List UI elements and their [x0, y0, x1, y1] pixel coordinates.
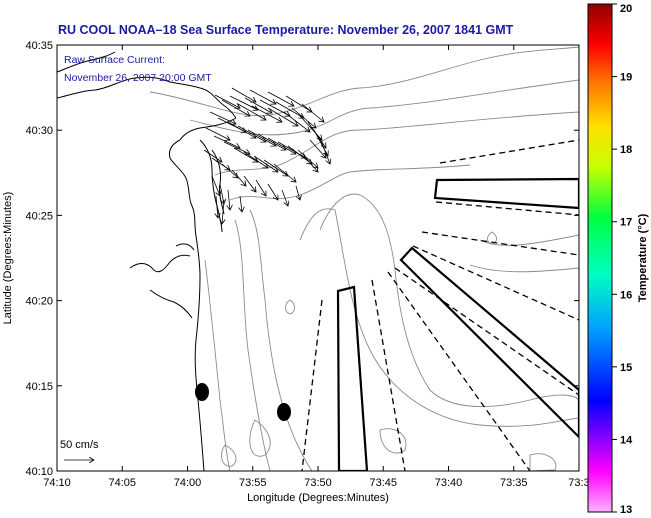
colorbar-tick-label: 15: [620, 362, 632, 374]
current-label-line2: November 26, 2007 20:00 GMT: [64, 72, 212, 84]
colorbar-tick-label: 20: [620, 3, 632, 15]
radar-dashed-lines: [301, 139, 579, 471]
x-tick-label: 73:50: [304, 477, 332, 489]
x-tick-label: 74:00: [174, 477, 202, 489]
y-axis-label: Latitude (Degrees:Minutes): [2, 192, 14, 325]
y-tick-label: 40:35: [25, 40, 53, 52]
colorbar-label: Temperature (°C): [637, 213, 649, 302]
x-axis: 74:10 74:05 74:00 73:55 73:50 73:45 73:40 73:35…: [43, 45, 590, 489]
y-tick-label: 40:20: [25, 296, 53, 308]
x-tick-label: 73:40: [435, 477, 463, 489]
colorbar-tick-label: 18: [620, 144, 632, 156]
colorbar: [587, 3, 613, 513]
colorbar-tick-label: 16: [620, 289, 632, 301]
current-label-line1: Raw Surface Current:: [64, 54, 165, 66]
survey-polygons: [336, 177, 579, 471]
surface-current-vectors: [203, 87, 330, 224]
map-title: RU COOL NOAA–18 Sea Surface Temperature:…: [58, 23, 514, 37]
x-tick-label: 73:3: [568, 477, 589, 489]
x-tick-label: 73:45: [369, 477, 397, 489]
x-tick-label: 73:55: [239, 477, 267, 489]
x-axis-label: Longitude (Degrees:Minutes): [247, 492, 389, 504]
colorbar-tick-label: 13: [620, 504, 632, 516]
x-tick-label: 73:35: [500, 477, 528, 489]
map-plot-area: Raw Surface Current: November 26, 2007 2…: [57, 45, 579, 471]
y-tick-label: 40:15: [25, 381, 53, 393]
y-tick-label: 40:30: [25, 125, 53, 137]
marker-dot: [277, 403, 291, 421]
y-tick-label: 40:25: [25, 210, 53, 222]
y-axis: 40:35 40:30 40:25 40:20 40:15 40:10: [25, 40, 579, 478]
colorbar-tick-label: 17: [620, 217, 632, 229]
marker-dot: [195, 383, 209, 401]
y-tick-label: 40:10: [25, 466, 53, 478]
scale-label: 50 cm/s: [60, 439, 99, 451]
colorbar-ticks: 20 19 18 17 16 15 14 13: [612, 3, 633, 516]
colorbar-tick-label: 19: [620, 72, 632, 84]
x-tick-label: 74:10: [43, 477, 71, 489]
x-tick-label: 74:05: [108, 477, 136, 489]
colorbar-tick-label: 14: [620, 434, 633, 446]
